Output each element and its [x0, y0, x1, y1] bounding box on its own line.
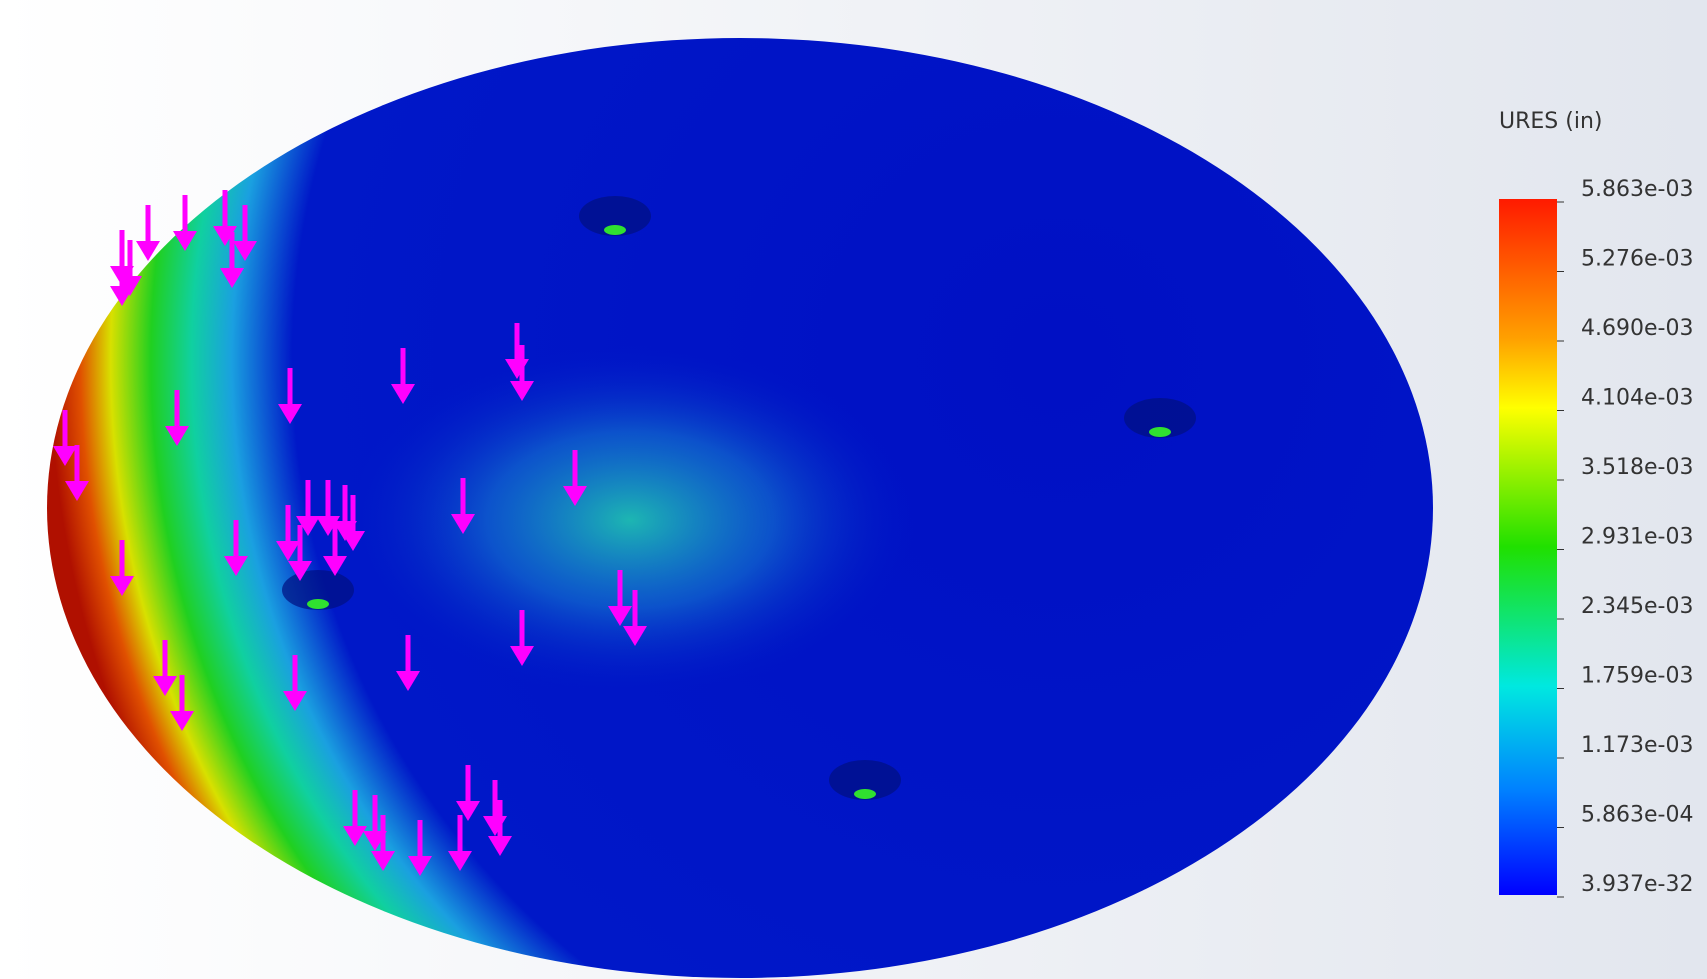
- legend-label: 1.759e-03: [1581, 664, 1693, 689]
- legend-label: 3.518e-03: [1581, 455, 1693, 480]
- arrow-head: [53, 446, 77, 466]
- hole-fixture: [854, 789, 876, 799]
- legend-label: 5.863e-04: [1581, 803, 1693, 828]
- arrow-head: [233, 241, 257, 261]
- hole: [579, 196, 651, 236]
- legend-label: 1.173e-03: [1581, 733, 1693, 758]
- arrow-head: [448, 851, 472, 871]
- arrow-head: [110, 576, 134, 596]
- arrow-head: [165, 426, 189, 446]
- arrow-head: [213, 226, 237, 246]
- color-bar: [1499, 199, 1557, 895]
- legend-title: URES (in): [1499, 109, 1602, 134]
- arrow-head: [451, 514, 475, 534]
- arrow-head: [371, 851, 395, 871]
- arrow-head: [110, 266, 134, 286]
- arrow-head: [220, 268, 244, 288]
- arrow-head: [288, 561, 312, 581]
- arrow-head: [608, 606, 632, 626]
- legend-label: 4.104e-03: [1581, 386, 1693, 411]
- legend-label: 2.345e-03: [1581, 594, 1693, 619]
- arrow-head: [65, 481, 89, 501]
- arrow-head: [224, 556, 248, 576]
- arrow-head: [510, 646, 534, 666]
- arrow-head: [323, 556, 347, 576]
- arrow-head: [391, 384, 415, 404]
- arrow-head: [296, 516, 320, 536]
- arrow-head: [341, 531, 365, 551]
- holes: [282, 196, 1196, 800]
- legend-label: 5.863e-03: [1581, 177, 1693, 202]
- legend-label: 5.276e-03: [1581, 247, 1693, 272]
- arrow-head: [173, 231, 197, 251]
- arrow-head: [170, 711, 194, 731]
- arrow-head: [153, 676, 177, 696]
- hole: [1124, 398, 1196, 438]
- arrow-head: [488, 836, 512, 856]
- legend-labels: 5.863e-03 5.276e-03 4.690e-03 4.104e-03 3.51…: [1557, 177, 1693, 898]
- load-arrows: [53, 190, 647, 876]
- arrow-head: [408, 856, 432, 876]
- arrow-head: [343, 826, 367, 846]
- hole-fixture: [307, 599, 329, 609]
- legend-label: 4.690e-03: [1581, 316, 1693, 341]
- arrow-head: [456, 801, 480, 821]
- arrow-head: [563, 486, 587, 506]
- legend-label: 2.931e-03: [1581, 525, 1693, 550]
- arrow-head: [278, 404, 302, 424]
- arrow-head: [276, 541, 300, 561]
- hole-fixture: [1149, 427, 1171, 437]
- arrow-head: [623, 626, 647, 646]
- hole: [829, 760, 901, 800]
- hole-fixture: [604, 225, 626, 235]
- arrow-head: [283, 691, 307, 711]
- arrow-head: [396, 671, 420, 691]
- arrow-head: [510, 381, 534, 401]
- legend-label: 3.937e-32: [1581, 872, 1693, 897]
- arrow-head: [136, 241, 160, 261]
